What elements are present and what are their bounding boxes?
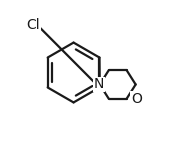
Text: Cl: Cl — [26, 18, 40, 32]
Text: N: N — [94, 77, 104, 92]
Text: O: O — [131, 92, 142, 106]
